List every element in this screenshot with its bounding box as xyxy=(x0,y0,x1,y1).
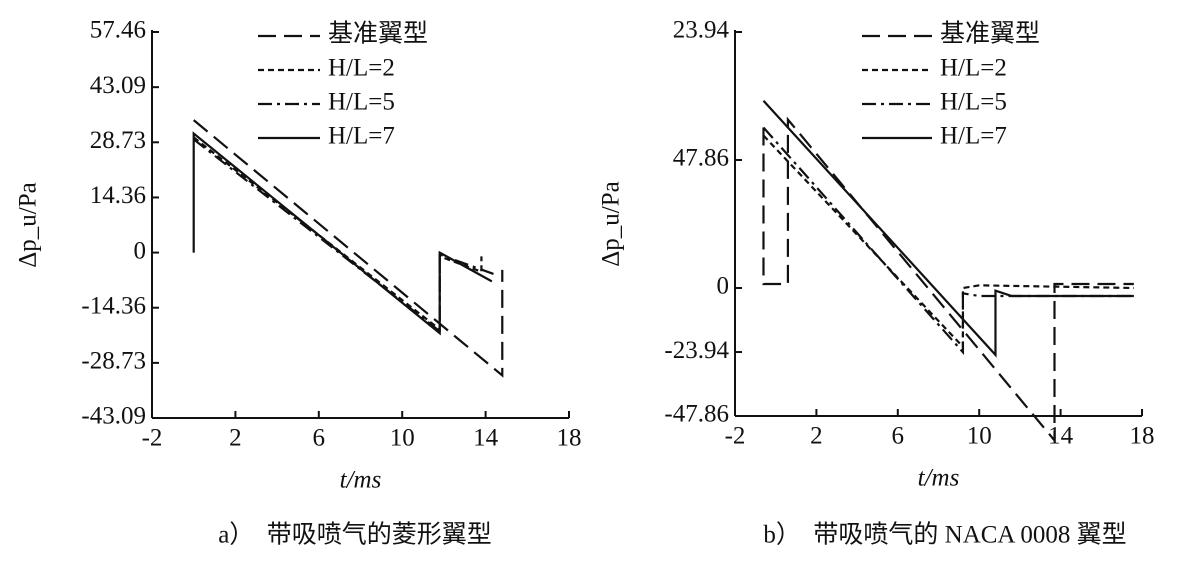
y-tick-label: 47.86 xyxy=(673,145,729,172)
y-tick-label: 28.73 xyxy=(90,127,146,154)
series-line xyxy=(762,134,1134,350)
series-line xyxy=(192,131,493,336)
x-tick-label: 18 xyxy=(557,425,582,452)
y-axis-label: Δp_u/Pa xyxy=(15,182,42,268)
caption: a） 带吸喷气的菱形翼型 xyxy=(218,521,492,549)
x-tick-label: -2 xyxy=(142,425,163,452)
x-tick-label: 14 xyxy=(473,425,499,452)
legend-label: H/L=7 xyxy=(940,123,1007,150)
series-line xyxy=(192,119,504,378)
x-tick-label: 2 xyxy=(229,425,242,452)
series-line xyxy=(193,138,499,334)
y-tick-label: 23.94 xyxy=(673,17,730,44)
legend-label: H/L=5 xyxy=(328,89,395,116)
x-tick-label: 2 xyxy=(810,423,823,450)
y-tick-label: 0 xyxy=(134,237,147,264)
legend-label: H/L=5 xyxy=(940,89,1007,116)
x-axis-label: t/ms xyxy=(340,467,382,494)
legend-label: H/L=2 xyxy=(940,55,1007,82)
series-line xyxy=(762,100,1134,358)
x-tick-label: -2 xyxy=(725,423,746,450)
series-line xyxy=(193,136,483,332)
y-tick-label: 57.46 xyxy=(90,17,146,44)
x-tick-label: 6 xyxy=(892,423,905,450)
y-tick-label: -43.09 xyxy=(81,403,146,430)
x-tick-label: 18 xyxy=(1130,423,1155,450)
y-tick-label: -14.36 xyxy=(81,292,146,319)
y-tick-label: 14.36 xyxy=(90,182,146,209)
y-axis-label: Δp_u/Pa xyxy=(598,181,625,267)
series-line xyxy=(762,116,1134,444)
x-axis-label: t/ms xyxy=(918,465,960,492)
y-tick-label: 43.09 xyxy=(90,72,146,99)
legend-label: 基准翼型 xyxy=(940,20,1040,48)
legend-label: H/L=7 xyxy=(328,123,395,150)
x-tick-label: 6 xyxy=(313,425,326,452)
caption: b） 带吸喷气的 NACA 0008 翼型 xyxy=(763,521,1126,549)
legend-label: 基准翼型 xyxy=(328,20,428,48)
y-tick-label: 0 xyxy=(717,273,730,300)
y-tick-label: -23.94 xyxy=(664,337,729,364)
y-tick-label: -47.86 xyxy=(664,401,729,428)
legend-label: H/L=2 xyxy=(328,55,395,82)
series-line xyxy=(762,126,1134,356)
x-tick-label: 10 xyxy=(967,423,992,450)
y-tick-label: -28.73 xyxy=(81,348,146,375)
x-tick-label: 10 xyxy=(390,425,415,452)
